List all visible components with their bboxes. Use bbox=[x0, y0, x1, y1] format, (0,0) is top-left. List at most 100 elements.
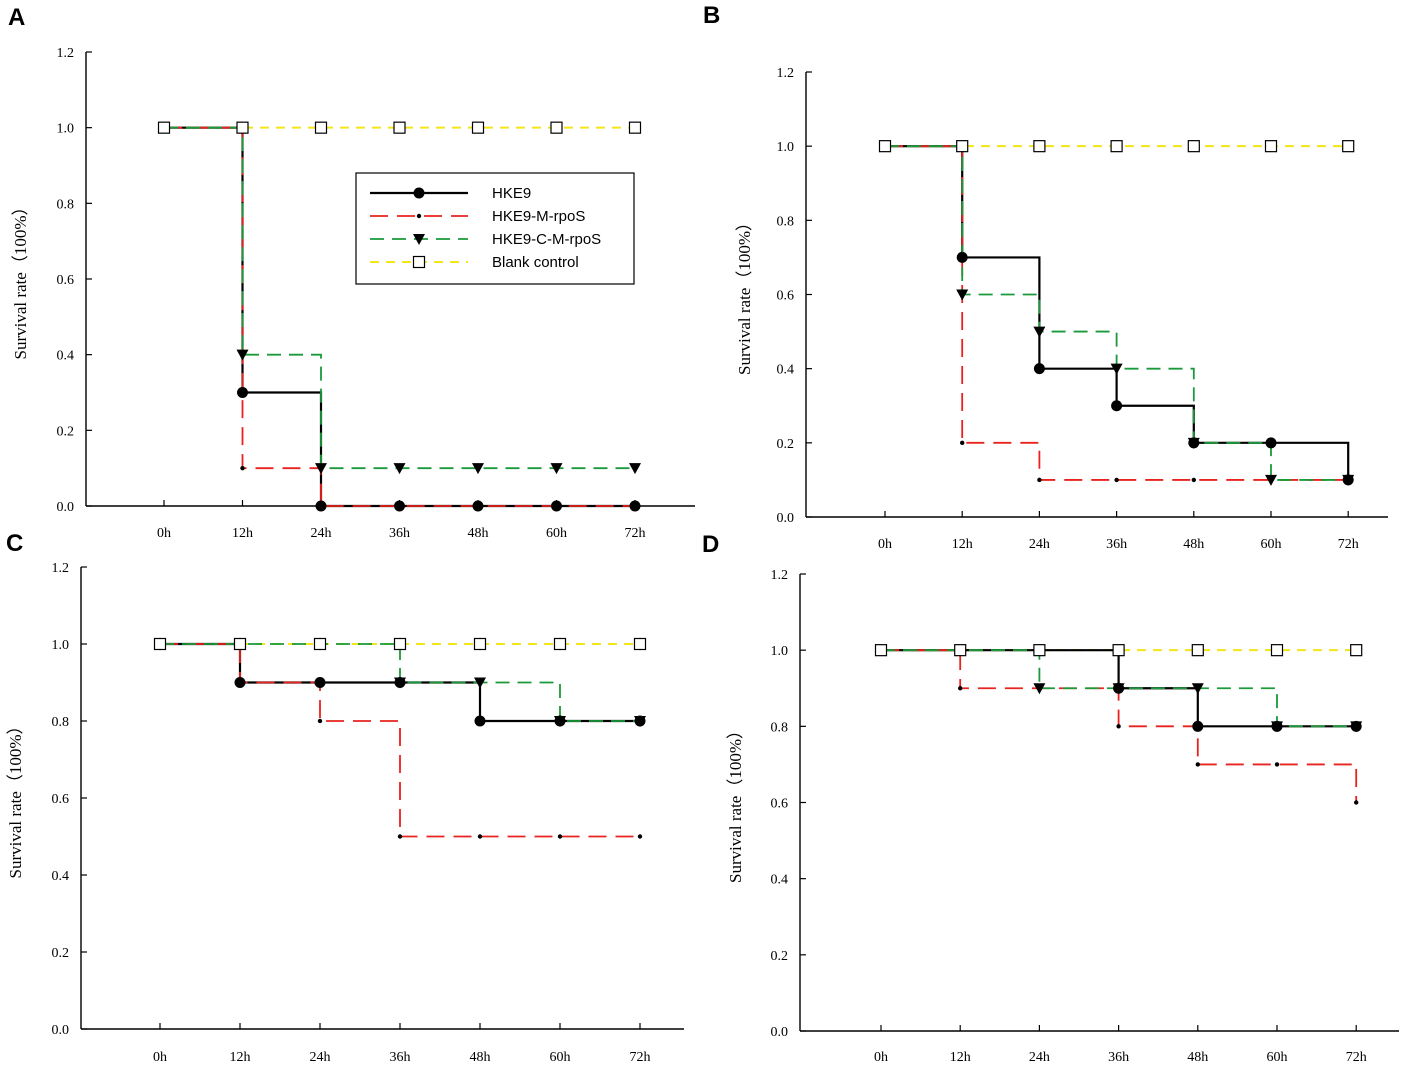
y-axis-title: Survival rate（100%） bbox=[6, 718, 25, 879]
data-point-blank-control bbox=[236, 121, 249, 134]
data-point-hke9 bbox=[1350, 720, 1362, 732]
series-line-hke9-m-rpos bbox=[164, 126, 635, 507]
legend-marker bbox=[412, 255, 426, 269]
data-point-hke9-m-rpos bbox=[1114, 477, 1119, 483]
data-point-hke9 bbox=[394, 500, 405, 512]
series-line-hke9-m-rpos bbox=[160, 643, 640, 838]
legend: HKE9 HKE9-M-rpoS HKE9-C-M-rpoS Blank contro… bbox=[355, 172, 635, 285]
chart-panel-d: D 0.0 0.2 0.4 0.6 0.8 1.0 1.2 0h 12h 24h 36h 48h 60h 7… bbox=[702, 531, 1399, 1065]
data-point-hke9-c-m-rpos bbox=[315, 463, 327, 475]
x-tick-label: 0h bbox=[157, 526, 171, 541]
data-point-blank-control bbox=[1187, 140, 1200, 153]
data-point-blank-control bbox=[956, 140, 969, 153]
legend-label: HKE9-M-rpoS bbox=[492, 208, 585, 225]
series-line-hke9 bbox=[885, 145, 1350, 480]
data-point-blank-control bbox=[157, 121, 171, 134]
data-point-hke9 bbox=[474, 715, 486, 727]
series-line-hke9-m-rpos bbox=[885, 145, 1349, 481]
x-tick-label: 12h bbox=[230, 1050, 251, 1065]
series-line-hke9-c-m-rpos bbox=[885, 145, 1349, 481]
data-point-hke9 bbox=[472, 500, 484, 512]
data-point-blank-control bbox=[878, 140, 892, 153]
x-tick-label: 0h bbox=[874, 1050, 888, 1065]
legend-label: Blank control bbox=[492, 254, 579, 271]
data-point-hke9-m-rpos bbox=[1195, 762, 1201, 767]
data-point-blank-control bbox=[1264, 140, 1278, 153]
panel-letter: B bbox=[703, 2, 720, 29]
data-point-blank-control bbox=[1191, 644, 1204, 657]
y-tick-label: 1.2 bbox=[52, 561, 70, 576]
x-tick-label: 48h bbox=[1187, 1050, 1208, 1065]
y-tick-label: 1.0 bbox=[771, 644, 789, 659]
x-tick-label: 48h bbox=[470, 1050, 491, 1065]
data-point-blank-control bbox=[314, 121, 328, 134]
chart-panel-a: A 0.0 0.2 0.4 0.6 0.8 1.0 1.2 0h 12h 24h 36h 48h 60h 7… bbox=[8, 4, 695, 541]
data-point-hke9-m-rpos bbox=[240, 465, 245, 471]
legend-marker bbox=[416, 213, 422, 219]
x-tick-label: 60h bbox=[1261, 537, 1282, 552]
y-axis-title: Survival rate（100%） bbox=[735, 214, 754, 375]
x-tick-label: 12h bbox=[950, 1050, 971, 1065]
data-point-hke9-c-m-rpos bbox=[1265, 474, 1277, 486]
y-tick-label: 0.0 bbox=[57, 500, 75, 515]
legend-label: HKE9-C-M-rpoS bbox=[492, 231, 601, 248]
x-tick-label: 36h bbox=[1106, 537, 1127, 552]
y-tick-label: 0.0 bbox=[777, 511, 795, 526]
data-point-hke9 bbox=[1342, 474, 1354, 486]
y-tick-label: 0.2 bbox=[771, 949, 789, 964]
x-tick-label: 36h bbox=[389, 526, 410, 541]
data-point-hke9-m-rpos bbox=[637, 834, 643, 839]
data-point-blank-control bbox=[393, 637, 407, 651]
data-point-hke9 bbox=[234, 677, 246, 688]
y-tick-label: 0.8 bbox=[771, 720, 789, 735]
data-point-hke9-c-m-rpos bbox=[1033, 683, 1046, 695]
data-point-hke9-c-m-rpos bbox=[472, 463, 484, 475]
x-tick-label: 72h bbox=[625, 526, 646, 541]
data-point-hke9 bbox=[1192, 720, 1204, 732]
x-tick-label: 72h bbox=[1346, 1050, 1367, 1065]
data-point-blank-control bbox=[1350, 644, 1363, 657]
data-point-hke9-c-m-rpos bbox=[474, 677, 486, 689]
data-point-hke9-m-rpos bbox=[1191, 477, 1197, 483]
data-point-hke9 bbox=[394, 677, 406, 688]
y-tick-label: 0.2 bbox=[57, 424, 75, 439]
y-tick-label: 0.2 bbox=[52, 946, 70, 961]
x-tick-label: 24h bbox=[310, 1050, 331, 1065]
data-point-hke9 bbox=[237, 387, 248, 398]
data-point-hke9-c-m-rpos bbox=[550, 463, 563, 475]
x-tick-label: 24h bbox=[1029, 1050, 1050, 1065]
data-point-hke9 bbox=[1271, 720, 1283, 732]
x-tick-label: 36h bbox=[390, 1050, 411, 1065]
data-point-hke9-m-rpos bbox=[1037, 477, 1042, 483]
data-point-hke9 bbox=[1111, 400, 1123, 412]
data-point-hke9 bbox=[551, 500, 562, 512]
data-point-blank-control bbox=[473, 637, 487, 651]
x-tick-label: 12h bbox=[952, 537, 973, 552]
data-point-hke9-m-rpos bbox=[397, 834, 403, 839]
y-tick-label: 1.2 bbox=[771, 568, 789, 583]
y-tick-label: 1.0 bbox=[52, 638, 70, 653]
data-point-blank-control bbox=[1270, 644, 1284, 657]
data-point-blank-control bbox=[553, 637, 567, 651]
y-tick-label: 0.6 bbox=[57, 273, 75, 288]
data-point-blank-control bbox=[233, 637, 247, 651]
y-tick-label: 0.6 bbox=[771, 797, 789, 812]
data-point-hke9 bbox=[1113, 682, 1125, 694]
x-tick-label: 24h bbox=[311, 526, 332, 541]
data-point-hke9-m-rpos bbox=[1354, 800, 1359, 805]
y-axis-title: Survival rate（100%） bbox=[726, 722, 745, 883]
data-point-blank-control bbox=[313, 637, 327, 651]
data-point-blank-control bbox=[954, 644, 967, 657]
data-point-blank-control bbox=[1110, 140, 1123, 153]
y-tick-label: 0.0 bbox=[52, 1023, 70, 1038]
data-point-hke9 bbox=[1033, 363, 1045, 375]
data-point-hke9-c-m-rpos bbox=[1191, 683, 1204, 695]
data-point-hke9-c-m-rpos bbox=[393, 463, 406, 475]
data-point-hke9-c-m-rpos bbox=[236, 349, 249, 361]
y-tick-label: 0.4 bbox=[57, 349, 75, 364]
data-point-hke9 bbox=[956, 251, 968, 263]
y-tick-label: 0.0 bbox=[771, 1025, 789, 1040]
data-point-hke9-c-m-rpos bbox=[629, 463, 641, 475]
legend-box bbox=[355, 172, 635, 285]
